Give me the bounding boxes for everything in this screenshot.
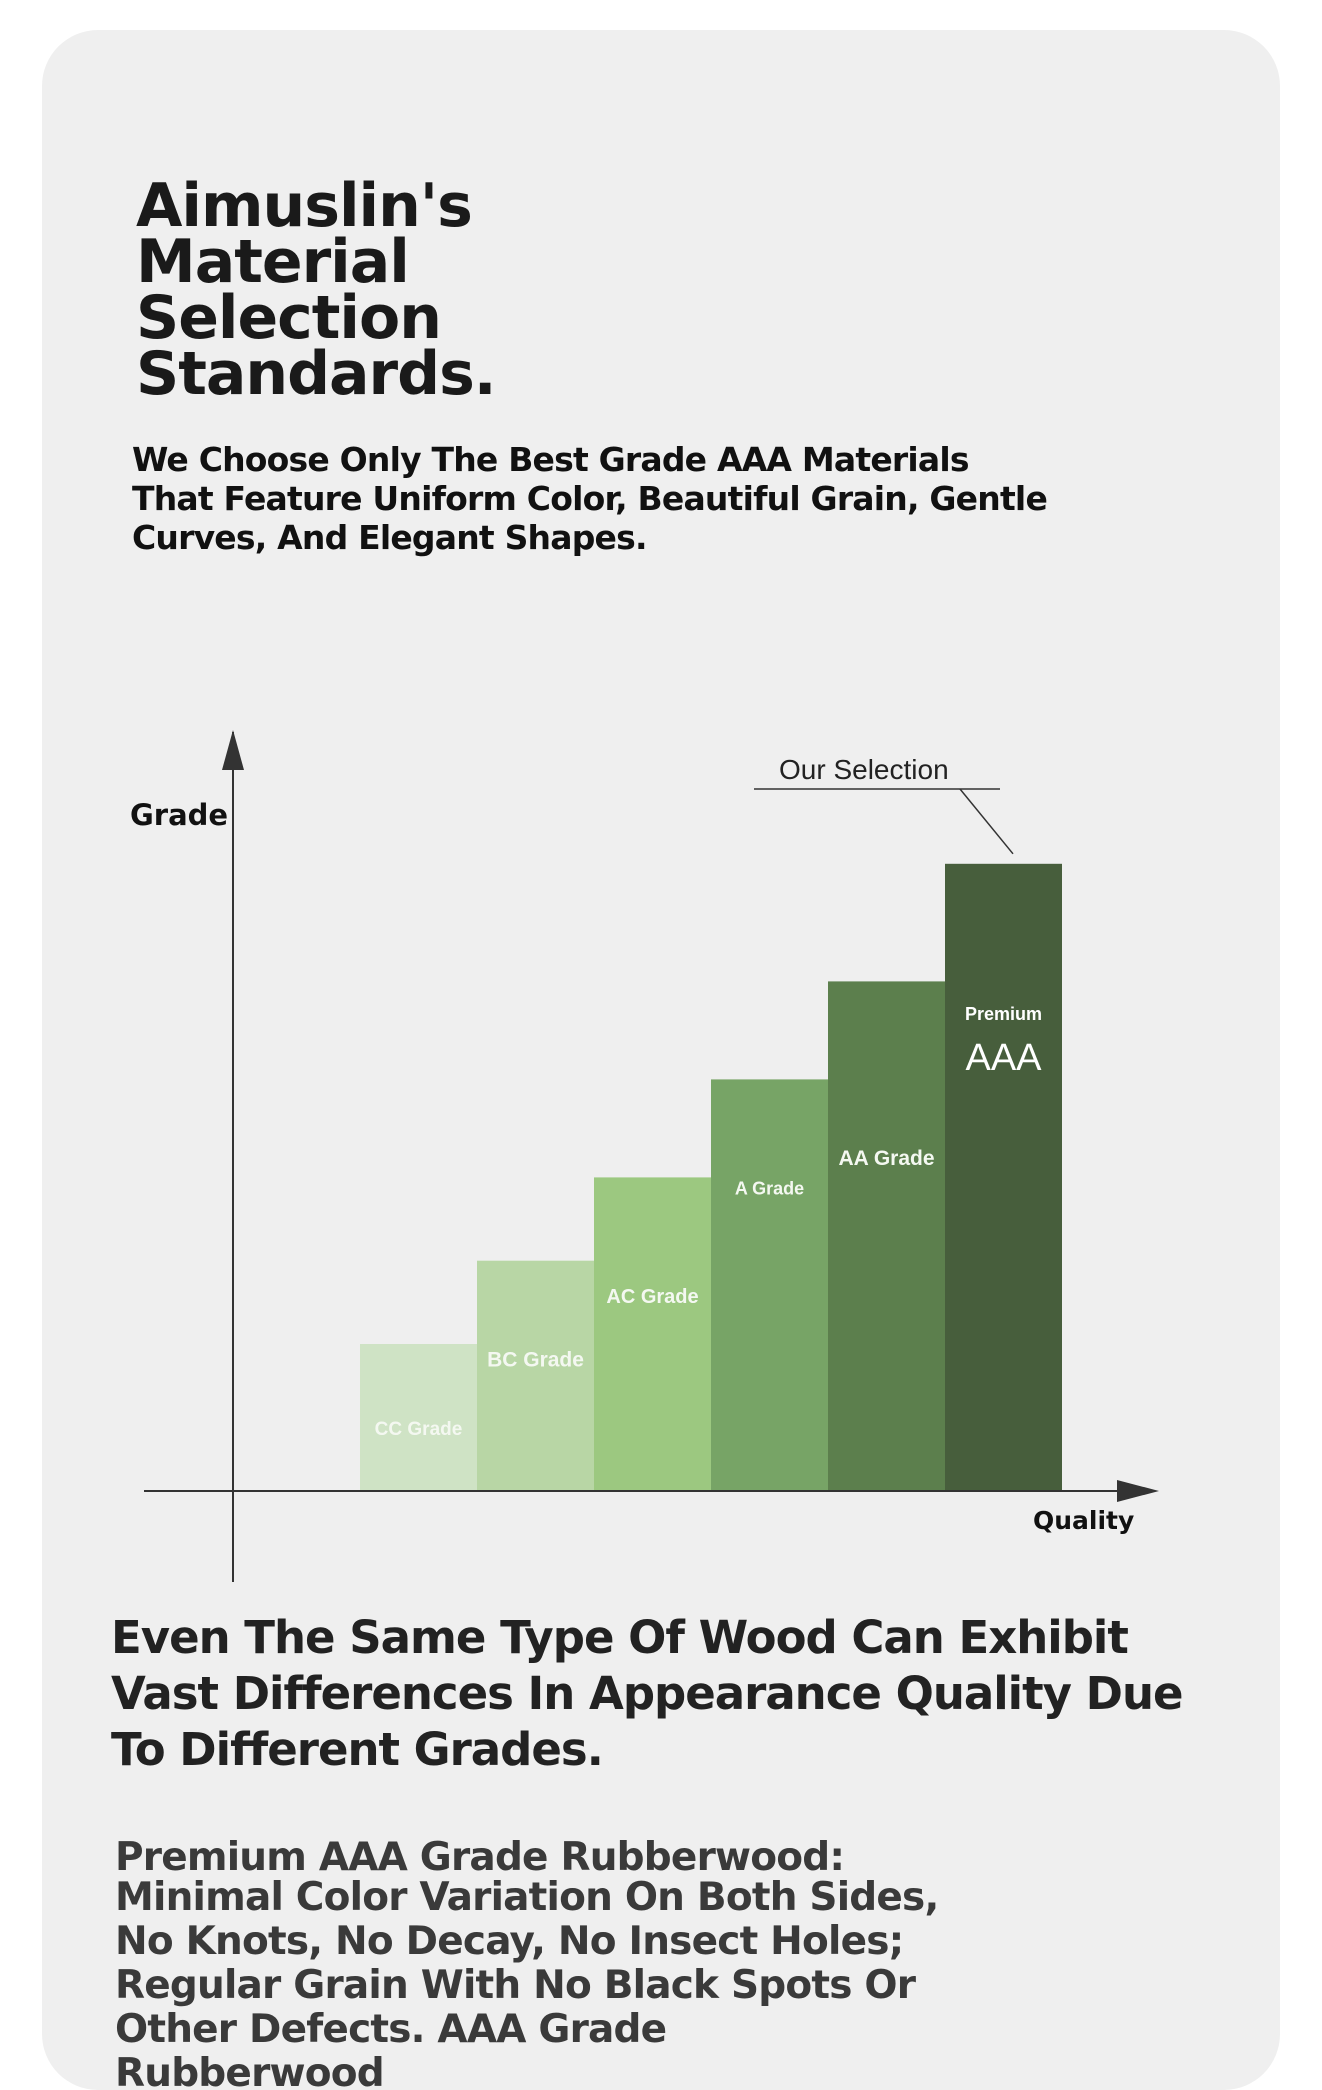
title-line: Standards. <box>136 339 497 409</box>
description-line: Minimal Color Variation On Both Sides, <box>115 1875 939 1920</box>
description-line: Regular Grain With No Black Spots Or <box>115 1963 916 2008</box>
title-line: Material <box>136 227 410 297</box>
intro-line: That Feature Uniform Color, Beautiful Gr… <box>132 479 1048 518</box>
x-axis-label: Quality <box>1033 1506 1134 1535</box>
bar-label: A Grade <box>735 1179 804 1199</box>
bar-label: AC Grade <box>606 1286 698 1308</box>
bar-label: CC Grade <box>375 1419 463 1440</box>
description-line: Premium AAA Grade Rubberwood: <box>115 1835 845 1880</box>
title-line: Selection <box>136 283 442 353</box>
x-axis-arrow <box>1117 1480 1159 1502</box>
bar-3 <box>594 1177 711 1491</box>
y-axis-arrow <box>222 730 244 770</box>
heading-line: To Different Grades. <box>111 1723 604 1776</box>
bar-6 <box>945 863 1062 1491</box>
bar-4 <box>711 1079 828 1491</box>
bar-5 <box>828 981 945 1491</box>
y-axis-label: Grade <box>130 798 228 832</box>
annotation-label: Our Selection <box>779 754 949 785</box>
bar-1 <box>360 1344 477 1491</box>
bar-label: BC Grade <box>487 1349 584 1372</box>
heading-line: Vast Differences In Appearance Quality D… <box>111 1667 1184 1720</box>
intro-line: Curves, And Elegant Shapes. <box>132 518 647 557</box>
page-title: Aimuslin's Material Selection Standards. <box>136 171 497 409</box>
intro-line: We Choose Only The Best Grade AAA Materi… <box>132 440 970 479</box>
premium-label: Premium <box>965 1004 1042 1024</box>
description-line: Other Defects. AAA Grade <box>115 2007 667 2052</box>
heading-line: Even The Same Type Of Wood Can Exhibit <box>111 1611 1129 1664</box>
description-line: Rubberwood <box>115 2051 385 2090</box>
grade-chart: CC Grade BC Grade AC Grade A Grade AA Grade P… <box>130 730 1159 1582</box>
bar-2 <box>477 1260 594 1491</box>
bar-label: AAA <box>965 1037 1042 1079</box>
section-heading: Even The Same Type Of Wood Can Exhibit V… <box>111 1610 1184 1778</box>
intro-text: We Choose Only The Best Grade AAA Materi… <box>132 440 1048 557</box>
title-line: Aimuslin's <box>136 171 473 241</box>
content-card: Aimuslin's Material Selection Standards.… <box>42 30 1280 2090</box>
description-text: Premium AAA Grade Rubberwood: Minimal Co… <box>115 1835 939 2090</box>
annotation-leader <box>959 788 1014 855</box>
description-line: No Knots, No Decay, No Insect Holes; <box>115 1919 904 1964</box>
bar-label: AA Grade <box>838 1147 934 1170</box>
